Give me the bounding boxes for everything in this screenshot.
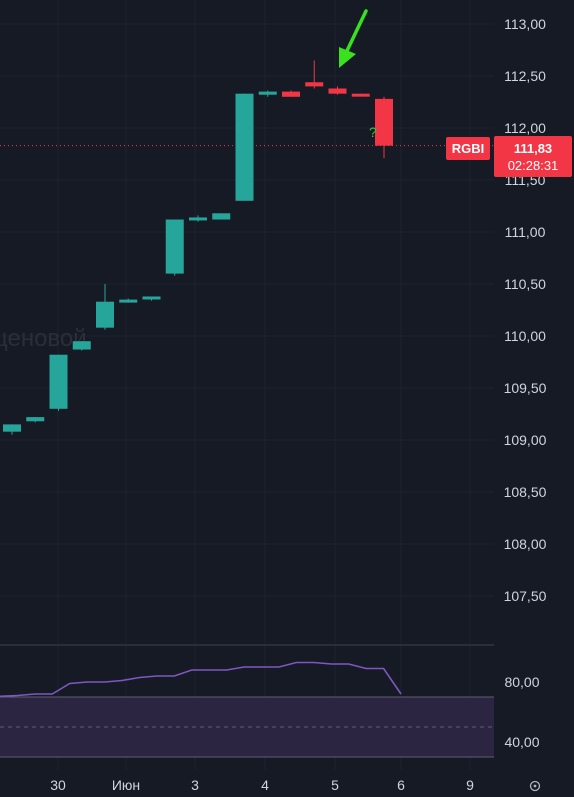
candle-body xyxy=(212,213,231,220)
price-tick-label: 112,50 xyxy=(504,68,546,84)
candle xyxy=(328,86,347,95)
candle-body xyxy=(235,93,254,201)
question-mark-annotation: ? xyxy=(369,124,377,140)
candle xyxy=(142,296,161,301)
candle xyxy=(119,298,138,303)
time-tick-label: 9 xyxy=(466,777,474,793)
candle-body xyxy=(119,299,138,303)
indicator-line xyxy=(0,661,402,698)
candle-body xyxy=(142,296,161,300)
time-tick-label: 6 xyxy=(397,777,405,793)
price-tick-label: 113,00 xyxy=(504,16,546,32)
candle-body xyxy=(258,91,277,95)
candle xyxy=(49,354,68,411)
candle xyxy=(212,213,231,220)
time-tick-label: 4 xyxy=(261,777,269,793)
price-tick-label: 109,50 xyxy=(504,380,547,396)
symbol-price-badge: RGBI 111,83 02:28:31 xyxy=(446,136,572,177)
time-tick-label: 30 xyxy=(50,777,66,793)
candle-body xyxy=(165,219,184,274)
price-tick-label: 107,50 xyxy=(504,588,547,604)
candlestick-series xyxy=(3,60,393,435)
candle xyxy=(189,215,207,222)
indicator-tick-label: 80,00 xyxy=(504,674,539,690)
watermark-text: ценовой xyxy=(0,325,87,352)
candle xyxy=(96,284,114,330)
arrow-shaft xyxy=(343,9,368,57)
candle-body xyxy=(96,301,114,328)
candle-body xyxy=(328,88,347,94)
candle-body xyxy=(305,82,324,87)
candle-body xyxy=(375,98,393,146)
candle xyxy=(3,424,21,435)
candle-body xyxy=(351,93,370,97)
price-tick-label: 108,50 xyxy=(504,484,547,500)
time-tick-label: 5 xyxy=(331,777,339,793)
indicator-pane: 80,00 40,00 xyxy=(0,661,540,758)
last-price-badge xyxy=(494,136,572,177)
bar-countdown: 02:28:31 xyxy=(508,158,559,173)
price-tick-label: 110,50 xyxy=(504,276,546,292)
arrow-head xyxy=(339,47,356,68)
time-tick-label: Июн xyxy=(112,777,140,793)
candle xyxy=(351,93,370,97)
time-axis[interactable]: 30 Июн 3 4 5 6 9 xyxy=(50,777,474,793)
symbol-badge xyxy=(446,137,490,160)
price-tick-label: 110,00 xyxy=(504,328,546,344)
indicator-tick-label: 40,00 xyxy=(504,734,539,750)
settings-icon[interactable] xyxy=(529,780,541,792)
green-arrow-annotation xyxy=(339,9,368,68)
time-tick-label: 3 xyxy=(191,777,199,793)
candle xyxy=(282,90,300,97)
candle-body xyxy=(282,91,300,97)
price-axis[interactable]: 113,00112,50112,00111,50111,00110,50110,… xyxy=(504,16,547,604)
price-tick-label: 109,00 xyxy=(504,432,547,448)
candle-body xyxy=(26,417,45,422)
candle-body xyxy=(49,354,68,409)
candle-body xyxy=(189,217,207,221)
price-tick-label: 111,00 xyxy=(505,224,546,240)
candle xyxy=(235,93,254,201)
candle xyxy=(375,96,393,159)
last-price-value: 111,83 xyxy=(514,141,552,156)
price-tick-label: 112,00 xyxy=(504,120,546,136)
settings-icon-dot xyxy=(533,784,537,788)
symbol-label: RGBI xyxy=(452,141,485,156)
price-tick-label: 108,00 xyxy=(504,536,547,552)
settings-icon-ring xyxy=(529,780,541,792)
candle xyxy=(26,417,45,423)
candle-body xyxy=(3,424,21,432)
candle xyxy=(165,219,184,276)
candle-body xyxy=(72,341,91,350)
candle xyxy=(305,60,324,89)
candle xyxy=(72,341,91,351)
candle xyxy=(258,90,277,97)
